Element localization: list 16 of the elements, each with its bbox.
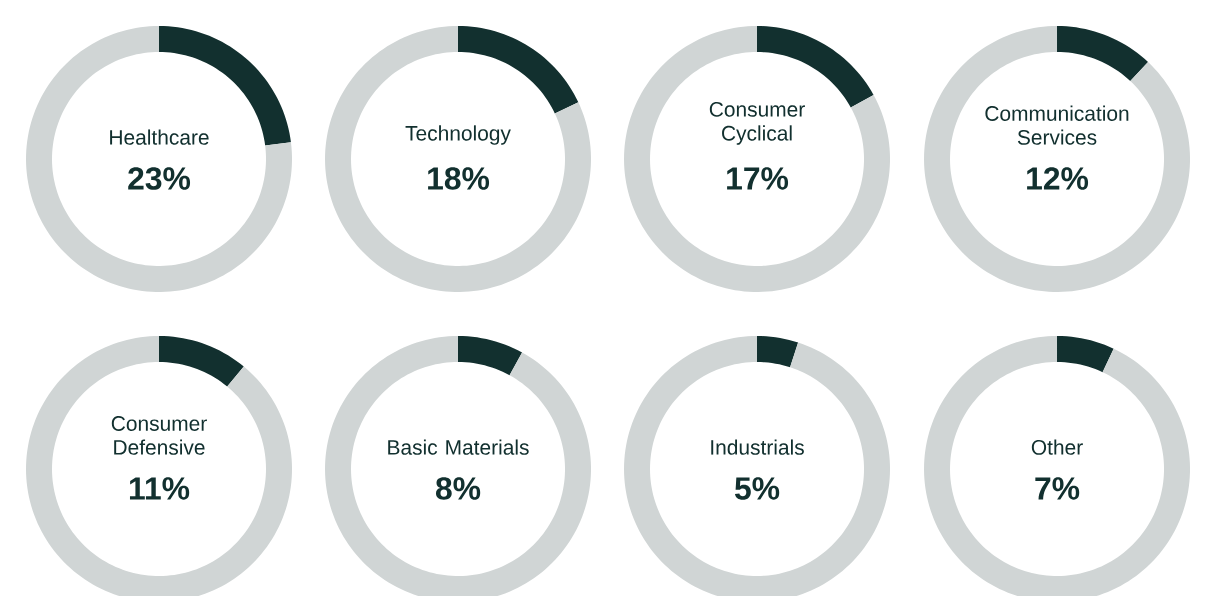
text: 18% [428, 167, 490, 190]
text: Other [1031, 439, 1083, 455]
text: Communication Services [985, 105, 1129, 145]
text: 17% [727, 167, 789, 190]
text: Healthcare [110, 129, 209, 145]
text: Basic Materials [388, 439, 529, 455]
text: Consumer Cyclical [709, 101, 805, 145]
text: 23% [128, 167, 191, 190]
text: Technology [405, 125, 511, 145]
text: 8% [435, 477, 481, 500]
text: 5% [734, 477, 780, 500]
text: 11% [129, 477, 190, 500]
text: Consumer Defensive [111, 416, 207, 455]
text: 12% [1027, 167, 1089, 190]
text: 7% [1035, 477, 1080, 500]
text: Industrials [711, 439, 804, 455]
